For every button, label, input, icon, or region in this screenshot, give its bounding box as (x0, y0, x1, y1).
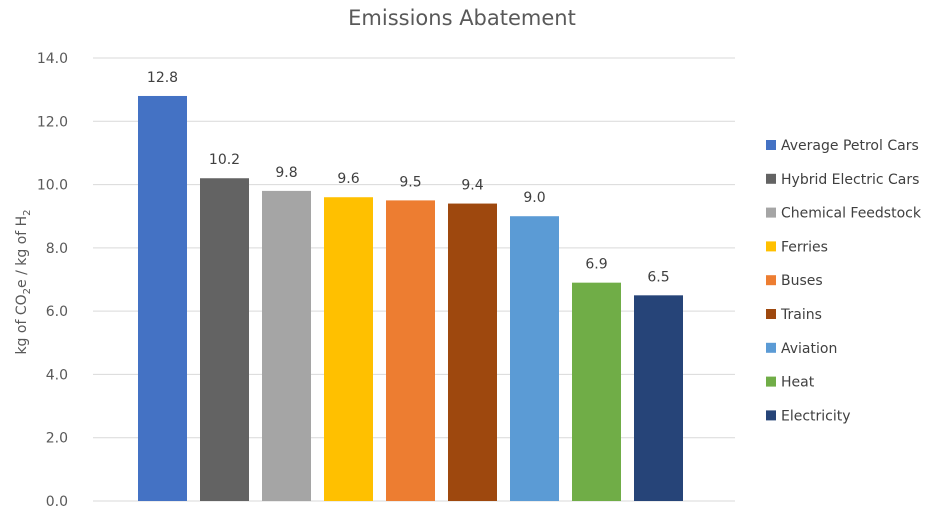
legend-swatch (766, 376, 776, 387)
legend-label: Electricity (781, 408, 851, 424)
bar-buses (386, 200, 435, 501)
legend-swatch (766, 207, 776, 218)
legend-swatch (766, 140, 776, 150)
y-tick-label: 4.0 (46, 367, 68, 383)
y-axis-label-subscript: 2 (22, 209, 33, 215)
y-tick-label: 14.0 (37, 51, 68, 67)
data-label: 6.5 (647, 269, 669, 285)
bar-hybrid-electric-cars (200, 178, 249, 501)
legend-label: Ferries (781, 239, 828, 255)
data-labels: 12.8 10.2 9.8 9.6 9.5 9.4 9.0 6.9 6.5 (147, 70, 670, 285)
legend-label: Heat (781, 375, 815, 391)
legend-label: Hybrid Electric Cars (781, 172, 919, 188)
legend-label: Aviation (781, 341, 837, 357)
legend-swatch (766, 309, 776, 319)
chart-title: Emissions Abatement (348, 6, 576, 30)
data-label: 12.8 (147, 70, 178, 86)
data-label: 9.8 (275, 165, 297, 181)
legend: Average Petrol Cars Hybrid Electric Cars C… (766, 138, 922, 424)
y-tick-label: 0.0 (46, 494, 68, 510)
bar-aviation (510, 216, 559, 501)
y-tick-label: 6.0 (46, 304, 68, 320)
y-tick-label: 8.0 (46, 241, 68, 257)
y-axis-label: kg of CO2e / kg of H2 (14, 209, 33, 354)
data-label: 9.6 (337, 171, 359, 187)
data-label: 6.9 (585, 257, 607, 273)
legend-label: Buses (781, 273, 823, 289)
legend-swatch (766, 241, 776, 252)
y-axis-ticks: 0.0 2.0 4.0 6.0 8.0 10.0 12.0 14.0 (37, 51, 68, 510)
y-axis-label-part: kg of CO (14, 294, 30, 354)
bar-trains (448, 203, 497, 502)
y-axis-label-part: e / kg of H (14, 216, 30, 288)
data-label: 9.0 (523, 190, 545, 206)
legend-swatch (766, 342, 776, 353)
legend-swatch (766, 173, 776, 184)
bars (138, 95, 683, 502)
data-label: 10.2 (209, 152, 240, 168)
data-label: 9.5 (399, 174, 421, 190)
bar-ferries (324, 197, 373, 501)
legend-swatch (766, 410, 776, 421)
y-tick-label: 12.0 (37, 114, 68, 130)
y-tick-label: 10.0 (37, 178, 68, 194)
data-label: 9.4 (461, 178, 483, 194)
legend-label: Chemical Feedstock (781, 206, 922, 222)
legend-label: Average Petrol Cars (781, 138, 919, 154)
y-tick-label: 2.0 (46, 431, 68, 447)
bar-heat (572, 282, 621, 501)
bar-electricity (634, 295, 683, 501)
bar-average-petrol-cars (138, 95, 187, 501)
legend-swatch (766, 275, 776, 286)
y-axis-label-subscript: 2 (22, 288, 33, 294)
legend-label: Trains (780, 307, 822, 323)
bar-chemical-feedstock (262, 190, 311, 501)
